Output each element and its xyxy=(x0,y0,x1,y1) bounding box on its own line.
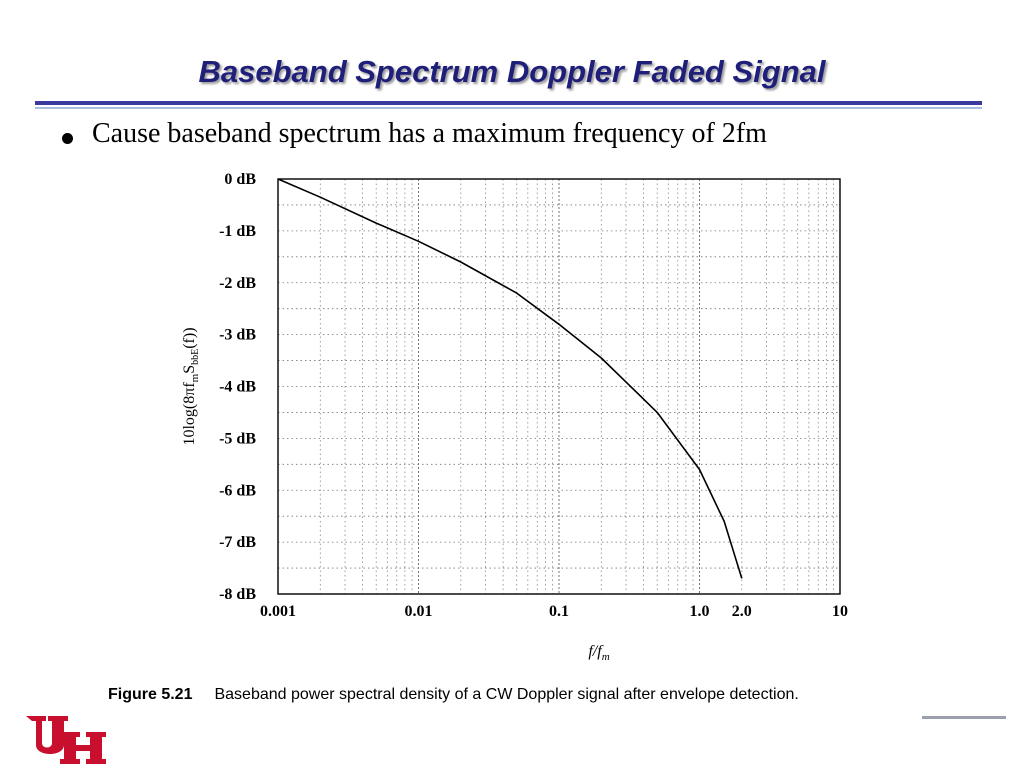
x-tick-label: 10 xyxy=(832,603,848,620)
uh-logo-icon xyxy=(26,716,106,764)
y-tick-label: -7 dB xyxy=(219,534,256,551)
plot-frame xyxy=(277,178,841,595)
university-logo xyxy=(26,716,106,764)
y-tick-label: 0 dB xyxy=(224,171,256,188)
slide-title: Baseband Spectrum Doppler Faded Signal xyxy=(198,54,826,89)
x-tick-label: 0.1 xyxy=(549,603,569,620)
series-line-0 xyxy=(277,178,743,579)
y-tick-label: -3 dB xyxy=(219,327,256,344)
figure-caption: Figure 5.21 Baseband power spectral densi… xyxy=(108,686,799,704)
x-tick-label: 0.001 xyxy=(260,603,296,620)
title-divider xyxy=(35,101,982,105)
x-axis-label: f/fm xyxy=(588,643,609,663)
y-tick-label: -6 dB xyxy=(219,482,256,499)
y-tick-label: -1 dB xyxy=(219,223,256,240)
spectrum-chart: 0 dB -1 dB -2 dB -3 dB -4 dB -5 dB -6 dB -7 dB -… xyxy=(181,171,848,663)
figure-caption-text: Baseband power spectral density of a CW … xyxy=(214,686,799,703)
y-tick-label: -4 dB xyxy=(219,379,256,396)
figure-number: Figure 5.21 xyxy=(108,686,193,703)
y-tick-label: -5 dB xyxy=(219,430,256,447)
x-tick-label: 0.01 xyxy=(405,603,433,620)
y-axis-label: 10log(8πfmSbbE(f)) xyxy=(181,327,201,445)
bullet-text: Cause baseband spectrum has a maximum fr… xyxy=(92,118,767,149)
x-tick-label: 2.0 xyxy=(732,603,752,620)
y-tick-label: -8 dB xyxy=(219,586,256,603)
x-tick-label: 1.0 xyxy=(690,603,710,620)
footer-line xyxy=(922,716,1006,719)
title-divider-accent xyxy=(35,107,982,109)
y-tick-label: -2 dB xyxy=(219,275,256,292)
bullet-dot xyxy=(62,133,73,144)
